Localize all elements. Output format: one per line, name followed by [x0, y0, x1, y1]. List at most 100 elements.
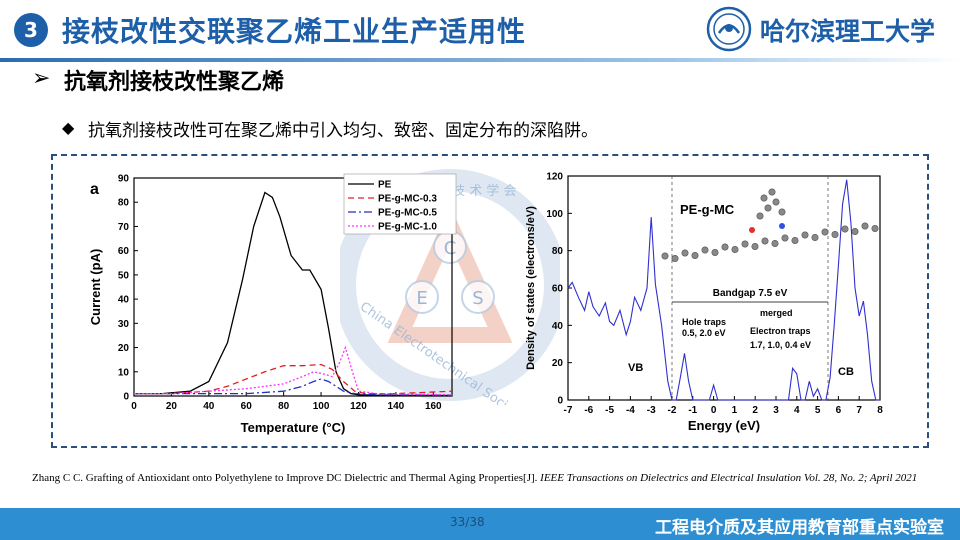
molecule-atom [801, 231, 809, 239]
x-tick-label: 80 [278, 401, 290, 412]
molecule-atom [731, 246, 739, 254]
cb-label: CB [838, 366, 854, 378]
molecule-illustration [661, 188, 879, 263]
page-number: 33/38 [450, 515, 485, 529]
legend-entry: PE-g-MC-1.0 [378, 222, 437, 233]
molecule-atom [760, 194, 768, 202]
lab-name: 工程电介质及其应用教育部重点实验室 [655, 518, 944, 538]
watermark-letter-e: E [416, 288, 427, 309]
series-line-pe-g-mc-0-5 [134, 378, 453, 396]
y-tick-label: 60 [118, 246, 130, 257]
molecule-atom [851, 227, 859, 235]
x-tick-label: -3 [647, 405, 656, 416]
x-tick-label: 1 [732, 405, 738, 416]
university-name: 哈尔滨理工大学 [760, 17, 936, 46]
hole-traps-values: 0.5, 2.0 eV [682, 328, 726, 338]
molecule-atom [691, 252, 699, 260]
reference-journal: IEEE Transactions on Dielectrics and Ele… [540, 472, 918, 484]
x-tick-label: -5 [605, 405, 614, 416]
molecule-atom [671, 255, 679, 263]
molecule-atom [781, 234, 789, 242]
molecule-atom [821, 228, 829, 236]
reference-citation: Zhang C C. Grafting of Antioxidant onto … [32, 471, 942, 486]
molecule-atom [772, 198, 780, 206]
bullet-text: 抗氧剂接枝改性可在聚乙烯中引入均匀、致密、固定分布的深陷阱。 [88, 121, 598, 141]
y-tick-label: 100 [546, 209, 563, 220]
electron-traps-label: Electron traps [750, 326, 811, 336]
molecule-atom [701, 246, 709, 254]
bullet-marker: ◆ [62, 118, 75, 137]
footer-bar [0, 508, 960, 540]
figure-frame [51, 154, 929, 448]
y-tick-label: 20 [552, 358, 564, 369]
x-tick-label: 4 [794, 405, 800, 416]
x-tick-label: 40 [203, 401, 215, 412]
y-tick-label: 50 [118, 270, 130, 281]
page-title: 接枝改性交联聚乙烯工业生产适用性 [62, 15, 527, 48]
molecule-atom [861, 222, 869, 230]
university-logo-icon [706, 6, 752, 52]
molecule-atom [761, 237, 769, 245]
subtitle-marker: ➢ [32, 66, 51, 91]
bandgap-label: Bandgap 7.5 eV [713, 288, 788, 299]
x-tick-label: 7 [856, 405, 862, 416]
x-tick-label: -4 [626, 405, 635, 416]
legend-entry: PE [378, 180, 392, 191]
y-tick-label: 60 [552, 284, 564, 295]
section-subtitle: 抗氧剂接枝改性聚乙烯 [64, 70, 285, 95]
x-tick-label: 120 [350, 401, 367, 412]
molecule-atom [756, 212, 764, 220]
molecule-atom [841, 225, 849, 233]
vb-label: VB [628, 362, 643, 374]
molecule-atom [771, 240, 779, 248]
y-tick-label: 40 [552, 321, 564, 332]
y-axis-label: Density of states (electrons/eV) [525, 206, 537, 370]
x-tick-label: 60 [241, 401, 253, 412]
legend-entry: PE-g-MC-0.5 [378, 208, 437, 219]
reference-plain: Zhang C C. Grafting of Antioxidant onto … [32, 472, 541, 484]
molecule-atom [741, 240, 749, 248]
series-line-pe-g-mc-1-0 [134, 345, 453, 396]
nitrogen-atom [779, 223, 785, 229]
molecule-atom [778, 208, 786, 216]
legend-entry: PE-g-MC-0.3 [378, 194, 437, 205]
molecule-atom [811, 234, 819, 242]
x-tick-label: 0 [711, 405, 717, 416]
plot-area [133, 177, 453, 397]
molecule-atom [791, 237, 799, 245]
y-tick-label: 120 [546, 172, 563, 183]
y-tick-label: 10 [118, 367, 130, 378]
y-tick-label: 70 [118, 222, 130, 233]
y-tick-label: 0 [557, 396, 563, 407]
merged-label: merged [760, 308, 793, 318]
panel-label: a [90, 181, 99, 198]
molecule-atom [721, 243, 729, 251]
x-tick-label: -6 [584, 405, 593, 416]
x-tick-label: 8 [877, 405, 883, 416]
y-tick-label: 30 [118, 319, 130, 330]
molecule-atom [751, 243, 759, 251]
y-tick-label: 0 [123, 392, 129, 403]
molecule-atom [681, 249, 689, 257]
x-tick-label: -1 [688, 405, 697, 416]
hole-traps-label: Hole traps [682, 317, 726, 327]
molecule-atom [764, 204, 772, 212]
x-tick-label: 140 [388, 401, 405, 412]
molecule-atom [661, 252, 669, 260]
x-tick-label: 5 [815, 405, 821, 416]
x-tick-label: 2 [752, 405, 758, 416]
molecule-atom [871, 224, 879, 232]
x-tick-label: -2 [668, 405, 677, 416]
dos-chart: -7 -6 -5 -4 -3 -2 -1 0 1 2 3 4 5 6 7 8020406080100120En… [525, 172, 883, 434]
header-divider [0, 58, 960, 62]
y-tick-label: 90 [118, 174, 130, 185]
tsdc-chart: 0 20 40 60 80 100 120 140 160 0 10 20 30 40 50 60 70 80 90… [88, 174, 457, 435]
x-tick-label: 6 [836, 405, 842, 416]
x-tick-label: 0 [131, 401, 137, 412]
y-tick-label: 80 [552, 246, 564, 257]
chart-title: PE-g-MC [680, 202, 735, 217]
x-tick-label: 20 [166, 401, 178, 412]
y-tick-label: 80 [118, 198, 130, 209]
section-number-badge: 3 [14, 13, 48, 47]
x-axis-label: Energy (eV) [688, 418, 760, 433]
